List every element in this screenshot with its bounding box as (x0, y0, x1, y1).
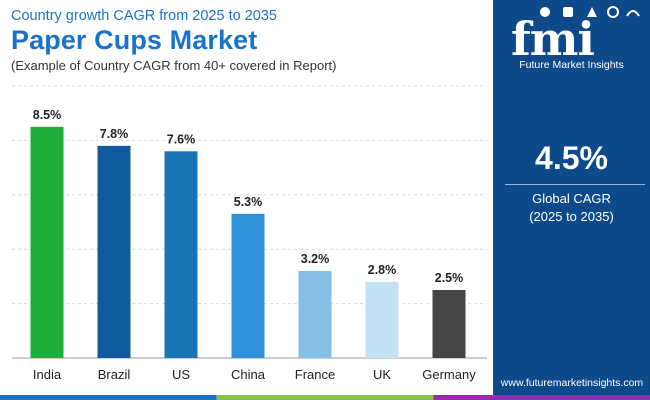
data-label-germany: 2.5% (435, 271, 464, 285)
data-label-brazil: 7.8% (100, 127, 129, 141)
category-label-uk: UK (373, 367, 391, 382)
chart-title: Paper Cups Market (11, 25, 258, 55)
data-label-us: 7.6% (167, 132, 196, 146)
bar-us (164, 151, 198, 358)
cagr-divider (505, 184, 645, 185)
category-label-china: China (231, 367, 266, 382)
logo-wordmark: fmi (511, 12, 595, 66)
bar-india (30, 126, 64, 358)
category-label-france: France (295, 367, 335, 382)
bar-brazil (97, 145, 131, 358)
logo-subtitle: Future Market Insights (519, 59, 624, 71)
bar-france (298, 270, 332, 358)
data-label-india: 8.5% (33, 108, 62, 122)
data-label-china: 5.3% (234, 195, 263, 209)
chart-header: Country growth CAGR from 2025 to 2035 Pa… (0, 0, 493, 80)
category-label-germany: Germany (422, 367, 476, 382)
chart-note: (Example of Country CAGR from 40+ covere… (11, 58, 337, 73)
footer-segment (216, 395, 434, 400)
data-label-france: 3.2% (301, 252, 330, 266)
bar-germany (432, 290, 466, 358)
logo-icons (540, 6, 640, 18)
bar-china (231, 213, 265, 358)
bar-uk (365, 281, 399, 358)
category-label-brazil: Brazil (98, 367, 131, 382)
category-label-india: India (33, 367, 62, 382)
summary-panel: fmi Future Market Insights 4.5% Global C… (493, 0, 650, 400)
global-cagr-title: Global CAGR (532, 191, 611, 206)
website-link[interactable]: www.futuremarketinsights.com (500, 377, 644, 389)
chart-subtitle: Country growth CAGR from 2025 to 2035 (11, 8, 277, 24)
global-cagr-period: (2025 to 2035) (529, 209, 614, 224)
footer-segment (0, 395, 217, 400)
data-label-uk: 2.8% (368, 263, 397, 277)
global-cagr-label: Global CAGR (2025 to 2035) (493, 190, 650, 226)
brand-logo: fmi Future Market Insights (493, 0, 650, 80)
category-label-us: US (172, 367, 190, 382)
footer-color-bar (0, 395, 650, 400)
footer-segment (433, 395, 650, 400)
global-cagr-value: 4.5% (535, 140, 608, 176)
bar-chart: 8.5% India 7.8% Brazil 7.6% US 5.3% China 3.2% Fr… (12, 85, 487, 382)
